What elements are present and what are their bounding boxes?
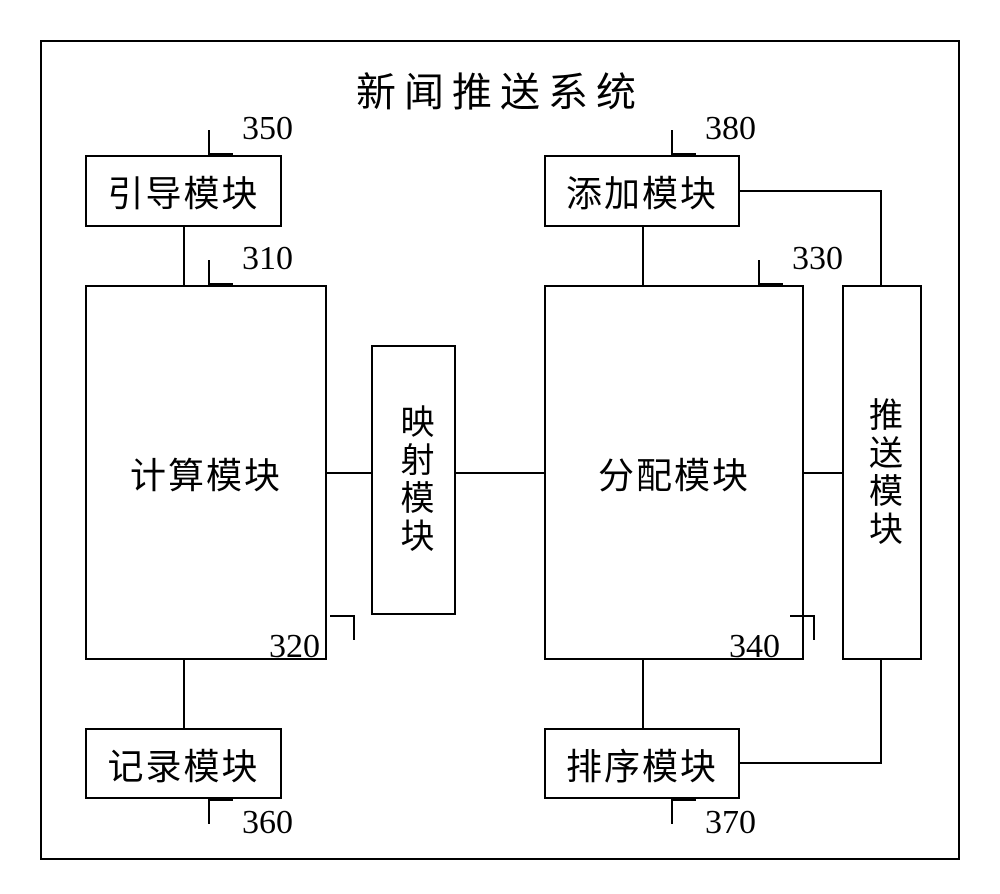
box-compute: 计算模块 [85,285,327,660]
box-map: 映射模块 [371,345,456,615]
box-sort: 排序模块 [544,728,740,799]
callout-320 [330,615,355,640]
num-370: 370 [705,804,756,842]
edge-add-alloc [642,227,644,285]
diagram-title: 新闻推送系统 [42,60,958,118]
box-compute-label: 计算模块 [130,447,282,499]
callout-340 [790,615,815,640]
box-push: 推送模块 [842,285,922,660]
num-310: 310 [242,240,293,278]
edge-compute-map [327,472,371,474]
callout-350 [208,130,233,155]
diagram-frame: 新闻推送系统 引导模块 350 计算模块 310 映射模块 320 记录模块 3… [40,40,960,860]
num-360: 360 [242,804,293,842]
edge-sort-push-h [740,762,882,764]
edge-alloc-sort [642,660,644,728]
box-record-label: 记录模块 [107,738,259,790]
callout-380 [671,130,696,155]
edge-sort-push-v [880,660,882,764]
num-320: 320 [269,628,320,666]
edge-compute-record [183,660,185,728]
callout-310 [208,260,233,285]
num-380: 380 [705,110,756,148]
num-330: 330 [792,240,843,278]
box-record: 记录模块 [85,728,282,799]
box-sort-label: 排序模块 [566,738,718,790]
box-alloc-label: 分配模块 [598,447,750,499]
edge-alloc-push [804,472,842,474]
edge-add-push-h [740,190,882,192]
edge-add-push-v [880,190,882,285]
box-alloc: 分配模块 [544,285,804,660]
callout-330 [758,260,783,285]
num-350: 350 [242,110,293,148]
callout-370 [671,799,696,824]
num-340: 340 [729,628,780,666]
box-guide-label: 引导模块 [107,165,259,217]
box-map-label: 映射模块 [389,404,438,556]
callout-360 [208,799,233,824]
box-add: 添加模块 [544,155,740,227]
edge-guide-compute [183,227,185,285]
edge-map-alloc [456,472,544,474]
box-add-label: 添加模块 [566,165,718,217]
box-push-label: 推送模块 [858,397,907,549]
box-guide: 引导模块 [85,155,282,227]
